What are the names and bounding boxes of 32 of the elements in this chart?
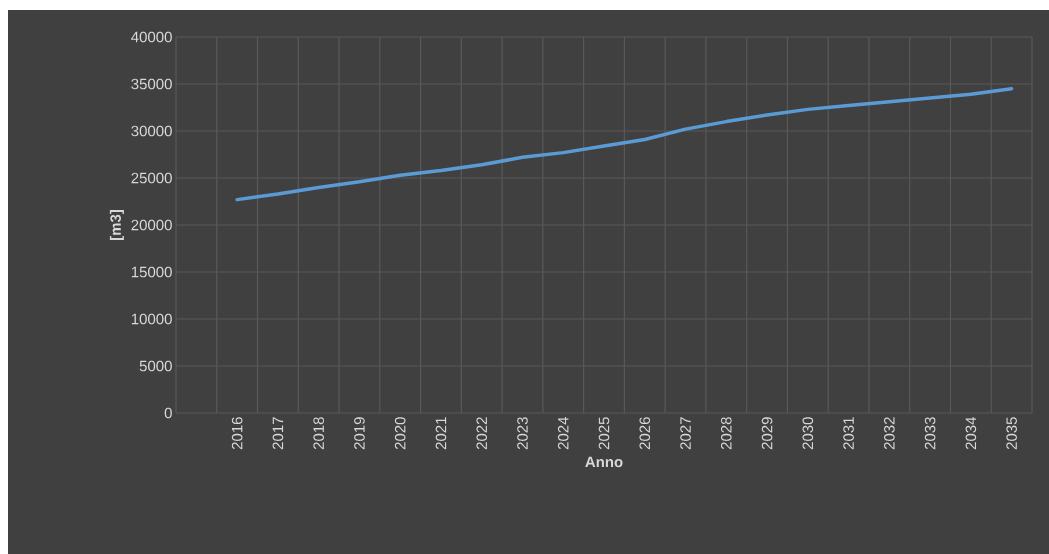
y-tick-label: 5000 — [139, 360, 172, 372]
y-tick-label: 15000 — [131, 266, 172, 278]
x-tick-label: 2022 — [476, 417, 488, 450]
y-tick-label: 0 — [164, 407, 172, 419]
y-tick-label: 10000 — [131, 313, 172, 325]
x-tick-label: 2017 — [272, 417, 284, 450]
x-tick-label: 2023 — [517, 417, 528, 450]
x-tick-label: 2021 — [435, 417, 447, 450]
x-tick-label: 2025 — [598, 417, 610, 450]
x-tick-label: 2024 — [557, 416, 569, 450]
x-tick-label: 2034 — [965, 416, 977, 450]
x-tick-label: 2031 — [843, 417, 854, 450]
y-tick-label: 40000 — [131, 31, 172, 43]
x-tick-label: 2029 — [761, 417, 773, 450]
x-tick-label: 2018 — [313, 417, 324, 450]
y-tick-label: 30000 — [131, 125, 172, 137]
x-tick-label: 2027 — [680, 417, 691, 450]
y-tick-label: 35000 — [131, 78, 172, 90]
x-axis-title: Anno — [585, 456, 623, 468]
x-tick-label: 2035 — [1006, 417, 1017, 450]
x-tick-label: 2020 — [394, 417, 406, 450]
y-tick-label: 25000 — [131, 172, 172, 184]
x-tick-label: 2019 — [354, 417, 365, 450]
x-tick-label: 2016 — [231, 417, 243, 450]
x-tick-label: 2028 — [720, 417, 732, 450]
x-tick-label: 2030 — [802, 417, 814, 450]
y-axis-title: [m3] — [109, 210, 124, 240]
x-tick-label: 2033 — [924, 417, 936, 450]
x-tick-label: 2032 — [884, 417, 895, 450]
y-tick-label: 20000 — [131, 219, 172, 231]
line-series — [235, 86, 1014, 202]
x-tick-label: 2026 — [639, 417, 651, 450]
